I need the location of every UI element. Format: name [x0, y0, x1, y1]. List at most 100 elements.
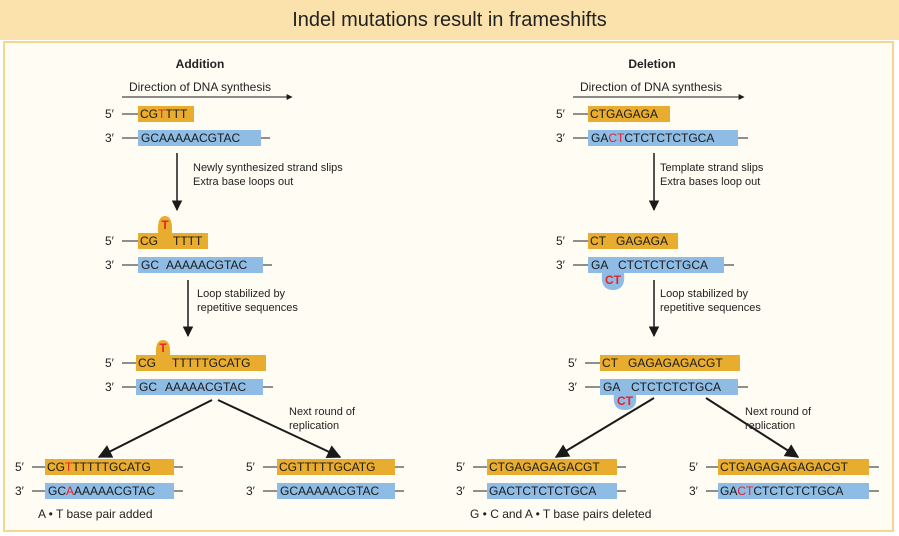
new-strand-box	[588, 106, 670, 122]
template-strand-seq: GCAAAAACGTAC	[141, 131, 240, 145]
title-bar: Indel mutations result in frameshifts	[0, 0, 899, 40]
prime-label: 3′	[15, 484, 25, 498]
loop-bulge	[157, 216, 173, 233]
process-note: replication	[289, 420, 339, 432]
prime-label: 3′	[105, 258, 115, 272]
template-strand-box	[588, 257, 724, 273]
new-strand-box	[718, 459, 869, 475]
addition-step2: 5′ T CG TTTT 3′ GC AAAAACGTAC	[105, 216, 272, 273]
process-note: repetitive sequences	[660, 302, 761, 314]
addition-step3: 5′ T CG TTTTTGCATG 3′ GC AAAAACGTAC	[105, 340, 273, 395]
template-strand-seq: CTCTCTCTGCA	[618, 258, 708, 272]
process-note: repetitive sequences	[197, 302, 298, 314]
new-strand-seq: CGTTTTTGCATG	[279, 460, 375, 474]
deletion-step3: 5′ CT GAGAGAGACGT 3′ GA CT CTCTCTCTGCA	[568, 355, 748, 410]
template-strand-box	[718, 483, 869, 499]
new-strand-seq: CTGAGAGA	[590, 107, 658, 121]
new-strand-seq: CGTTTTTTGCATG	[47, 460, 151, 474]
prime-label: 3′	[568, 380, 578, 394]
process-note: Next round of	[289, 406, 356, 418]
process-note: Next round of	[745, 406, 812, 418]
template-strand-seq: GC	[141, 258, 159, 272]
new-strand-box	[600, 355, 740, 371]
process-note: Loop stabilized by	[660, 288, 749, 300]
new-strand-seq: CT	[590, 234, 607, 248]
addition-direction-label: Direction of DNA synthesis	[129, 80, 271, 94]
deletion-result-mutant: 5′ CTGAGAGAGACGT 3′ GACTCTCTCTGCA G • C …	[456, 459, 651, 521]
addition-result-mutant: 5′ CGTTTTTTGCATG 3′ GCAAAAAACGTAC A • T …	[15, 459, 183, 521]
prime-label: 5′	[556, 107, 566, 121]
new-strand-seq: CGTTTT	[140, 107, 188, 121]
new-strand-seq: CT	[602, 356, 619, 370]
deletion-section: Deletion Direction of DNA synthesis 5′ C…	[456, 57, 879, 521]
replication-arrow-left	[554, 397, 655, 458]
template-strand-seq: AAAAACGTAC	[165, 380, 246, 394]
prime-label: 3′	[105, 131, 115, 145]
deletion-heading: Deletion	[628, 57, 675, 71]
figure-panel	[3, 41, 894, 532]
process-note: Loop stabilized by	[197, 288, 286, 300]
loop-bulge	[613, 395, 637, 410]
loop-bulge	[601, 273, 625, 290]
replication-arrow-right	[217, 399, 342, 459]
template-strand-seq: GACTCTCTCTCTGCA	[720, 484, 843, 498]
result-caption: A • T base pair added	[38, 507, 153, 521]
replication-arrow-right	[705, 397, 800, 458]
replication-arrow-left	[97, 399, 213, 458]
addition-result-normal: 5′ CGTTTTTGCATG 3′ GCAAAAACGTAC	[246, 459, 404, 499]
template-strand-box	[45, 483, 174, 499]
new-strand-box	[138, 233, 208, 249]
process-note: replication	[745, 420, 795, 432]
prime-label: 5′	[105, 356, 115, 370]
process-note: Extra base loops out	[193, 176, 293, 188]
prime-label: 3′	[105, 380, 115, 394]
new-strand-box	[588, 233, 678, 249]
template-strand-seq: GA	[591, 258, 608, 272]
template-strand-seq: AAAAACGTAC	[166, 258, 247, 272]
looped-base: T	[159, 341, 167, 355]
prime-label: 3′	[556, 258, 566, 272]
prime-label: 5′	[246, 460, 256, 474]
template-strand-box	[136, 379, 263, 395]
new-strand-seq: GAGAGA	[616, 234, 668, 248]
template-strand-seq: GACTCTCTCTCTGCA	[591, 131, 714, 145]
prime-label: 5′	[105, 107, 115, 121]
new-strand-box	[45, 459, 174, 475]
new-strand-box	[277, 459, 395, 475]
new-strand-box	[136, 355, 266, 371]
deletion-direction-label: Direction of DNA synthesis	[580, 80, 722, 94]
prime-label: 5′	[456, 460, 466, 474]
new-strand-seq: CG	[138, 356, 156, 370]
template-strand-box	[600, 379, 738, 395]
template-strand-seq: GC	[139, 380, 157, 394]
prime-label: 3′	[456, 484, 466, 498]
template-strand-box	[487, 483, 617, 499]
template-strand-seq: GACTCTCTCTGCA	[489, 484, 596, 498]
prime-label: 3′	[689, 484, 699, 498]
new-strand-seq: GAGAGAGACGT	[628, 356, 723, 370]
prime-label: 5′	[556, 234, 566, 248]
looped-base: T	[161, 218, 169, 232]
addition-section: Addition Direction of DNA synthesis 5′ C…	[15, 57, 404, 521]
result-caption: G • C and A • T base pairs deleted	[470, 507, 651, 521]
template-strand-box	[138, 130, 261, 146]
new-strand-seq: CTGAGAGAGACGT	[489, 460, 600, 474]
new-strand-box	[487, 459, 617, 475]
deletion-step1: 5′ CTGAGAGA 3′ GACTCTCTCTCTGCA	[556, 106, 748, 146]
prime-label: 5′	[568, 356, 578, 370]
template-strand-seq: CTCTCTCTGCA	[631, 380, 721, 394]
deletion-result-normal: 5′ CTGAGAGAGAGACGT 3′ GACTCTCTCTCTGCA	[689, 459, 879, 499]
new-strand-seq: TTTT	[173, 234, 203, 248]
template-strand-seq: GCAAAAACGTAC	[280, 484, 379, 498]
new-strand-seq: CG	[140, 234, 158, 248]
looped-bases: CT	[617, 394, 634, 408]
addition-heading: Addition	[176, 57, 225, 71]
new-strand-seq: CTGAGAGAGAGACGT	[720, 460, 849, 474]
template-strand-box	[588, 130, 738, 146]
process-note: Newly synthesized strand slips	[193, 162, 343, 174]
addition-step1: 5′ CGTTTT 3′ GCAAAAACGTAC	[105, 106, 270, 146]
template-strand-seq: GA	[603, 380, 620, 394]
deletion-step2: 5′ CT GAGAGA 3′ GA CT CTCTCTCTGCA	[556, 233, 734, 290]
template-strand-box	[138, 257, 263, 273]
prime-label: 3′	[556, 131, 566, 145]
